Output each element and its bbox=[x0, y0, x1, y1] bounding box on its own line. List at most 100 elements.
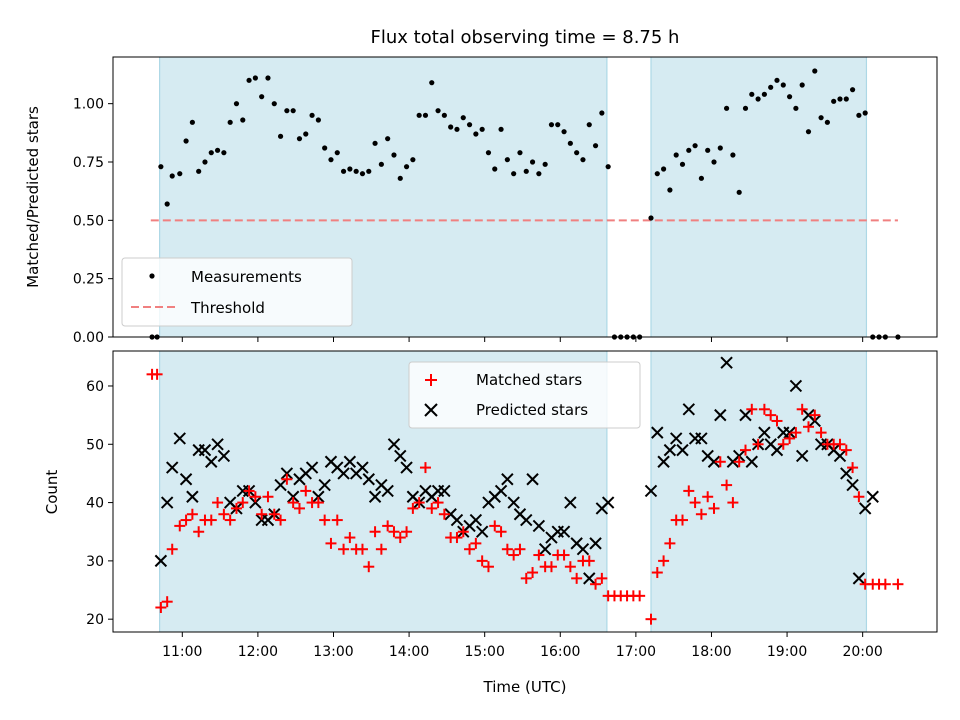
matched-star-point bbox=[166, 543, 178, 555]
matched-star-point bbox=[689, 497, 701, 509]
measurement-point bbox=[730, 152, 736, 158]
predicted-star-point bbox=[644, 484, 658, 498]
top-x-ticks bbox=[181, 337, 864, 342]
predicted-star-point bbox=[770, 443, 784, 457]
predicted-star-point bbox=[362, 473, 375, 486]
measurement-point bbox=[473, 131, 479, 137]
x-tick-label: 12:00 bbox=[238, 644, 278, 660]
y-tick-label: 30 bbox=[86, 554, 104, 570]
matched-star-point bbox=[262, 491, 274, 503]
measurement-point bbox=[158, 164, 164, 170]
measurement-point bbox=[372, 140, 378, 146]
matched-star-point bbox=[419, 462, 431, 474]
measurement-point bbox=[654, 171, 660, 177]
matched-star-point bbox=[356, 543, 368, 555]
predicted-star-point bbox=[305, 461, 319, 474]
matched-star-point bbox=[815, 427, 827, 439]
matched-star-point bbox=[281, 473, 293, 485]
measurement-point bbox=[214, 147, 221, 153]
matched-star-point bbox=[892, 578, 904, 590]
predicted-star-point bbox=[160, 496, 174, 509]
matched-star-point bbox=[470, 537, 482, 549]
top-legend: Measurements Threshold bbox=[121, 257, 353, 327]
predicted-star-point bbox=[166, 461, 179, 474]
predicted-star-point bbox=[280, 467, 294, 480]
predicted-star-point bbox=[557, 525, 571, 538]
bottom-legend: Matched stars Predicted stars bbox=[408, 361, 641, 429]
measurement-point bbox=[359, 171, 366, 177]
predicted-star-point bbox=[651, 426, 664, 439]
measurement-point bbox=[761, 91, 767, 97]
measurement-point bbox=[574, 150, 580, 156]
matched-star-point bbox=[834, 438, 846, 450]
measurement-point bbox=[511, 171, 517, 177]
shaded-span-2 bbox=[650, 57, 867, 337]
matched-star-point bbox=[256, 508, 268, 520]
measurement-point bbox=[202, 159, 208, 165]
matched-star-point bbox=[193, 526, 205, 538]
predicted-star-point bbox=[507, 496, 520, 509]
matched-star-point bbox=[596, 572, 608, 584]
matched-star-point bbox=[331, 514, 343, 526]
matched-star-point bbox=[432, 497, 444, 509]
matched-star-points bbox=[146, 368, 904, 625]
matched-star-point bbox=[571, 572, 583, 584]
measurement-point bbox=[296, 136, 303, 142]
predicted-star-point bbox=[745, 455, 758, 468]
top-plot-frame bbox=[112, 56, 938, 338]
predicted-star-point bbox=[179, 473, 193, 486]
measurement-point bbox=[723, 105, 730, 111]
measurement-point bbox=[711, 159, 717, 165]
matched-star-point bbox=[451, 532, 463, 544]
measurement-point bbox=[366, 168, 372, 174]
predicted-star-point bbox=[707, 455, 721, 468]
legend-matched-marker bbox=[425, 374, 437, 386]
matched-star-point bbox=[545, 561, 557, 573]
measurement-point bbox=[780, 82, 786, 88]
matched-star-point bbox=[777, 438, 789, 450]
measurement-point bbox=[799, 82, 805, 88]
matched-star-point bbox=[186, 508, 198, 520]
measurement-point bbox=[660, 166, 667, 172]
measurement-point bbox=[673, 152, 679, 158]
y-tick-label: 20 bbox=[86, 612, 104, 628]
matched-star-point bbox=[249, 491, 261, 503]
predicted-star-point bbox=[469, 513, 483, 527]
measurement-point bbox=[397, 175, 403, 181]
predicted-star-point bbox=[381, 484, 394, 498]
measurement-point bbox=[548, 122, 555, 128]
matched-star-point bbox=[527, 567, 539, 579]
matched-star-point bbox=[237, 497, 249, 509]
measurement-point bbox=[542, 161, 548, 167]
matched-star-point bbox=[758, 403, 770, 415]
measurement-point bbox=[189, 119, 195, 125]
predicted-star-point bbox=[356, 461, 369, 474]
predicted-star-point bbox=[538, 543, 552, 556]
matched-star-point bbox=[676, 514, 688, 526]
predicted-star-point bbox=[720, 356, 733, 369]
y-tick-label: 0.75 bbox=[73, 155, 104, 171]
bottom-plot-frame bbox=[112, 350, 938, 633]
measurement-point bbox=[196, 168, 202, 174]
measurement-point bbox=[208, 150, 214, 156]
x-tick-label: 13:00 bbox=[313, 644, 353, 660]
predicted-star-point bbox=[663, 443, 677, 457]
matched-star-point bbox=[695, 508, 707, 520]
measurement-point bbox=[177, 171, 183, 177]
bottom-panel: 20 30 40 50 60 11:00 12:00 13:00 14:00 15:00 16:0… bbox=[43, 350, 938, 696]
measurement-point bbox=[385, 136, 391, 142]
matched-star-point bbox=[784, 432, 796, 444]
predicted-star-point bbox=[564, 496, 577, 509]
predicted-star-point bbox=[808, 414, 821, 428]
measurement-point bbox=[831, 98, 837, 104]
measurement-point bbox=[517, 150, 523, 156]
matched-star-point bbox=[218, 508, 230, 520]
measurement-point bbox=[698, 175, 704, 181]
matched-star-point bbox=[495, 526, 507, 538]
measurement-point bbox=[303, 131, 309, 137]
measurement-point bbox=[856, 112, 862, 118]
measurement-point bbox=[523, 168, 529, 174]
measurement-point bbox=[837, 96, 843, 102]
predicted-star-point bbox=[173, 432, 186, 445]
